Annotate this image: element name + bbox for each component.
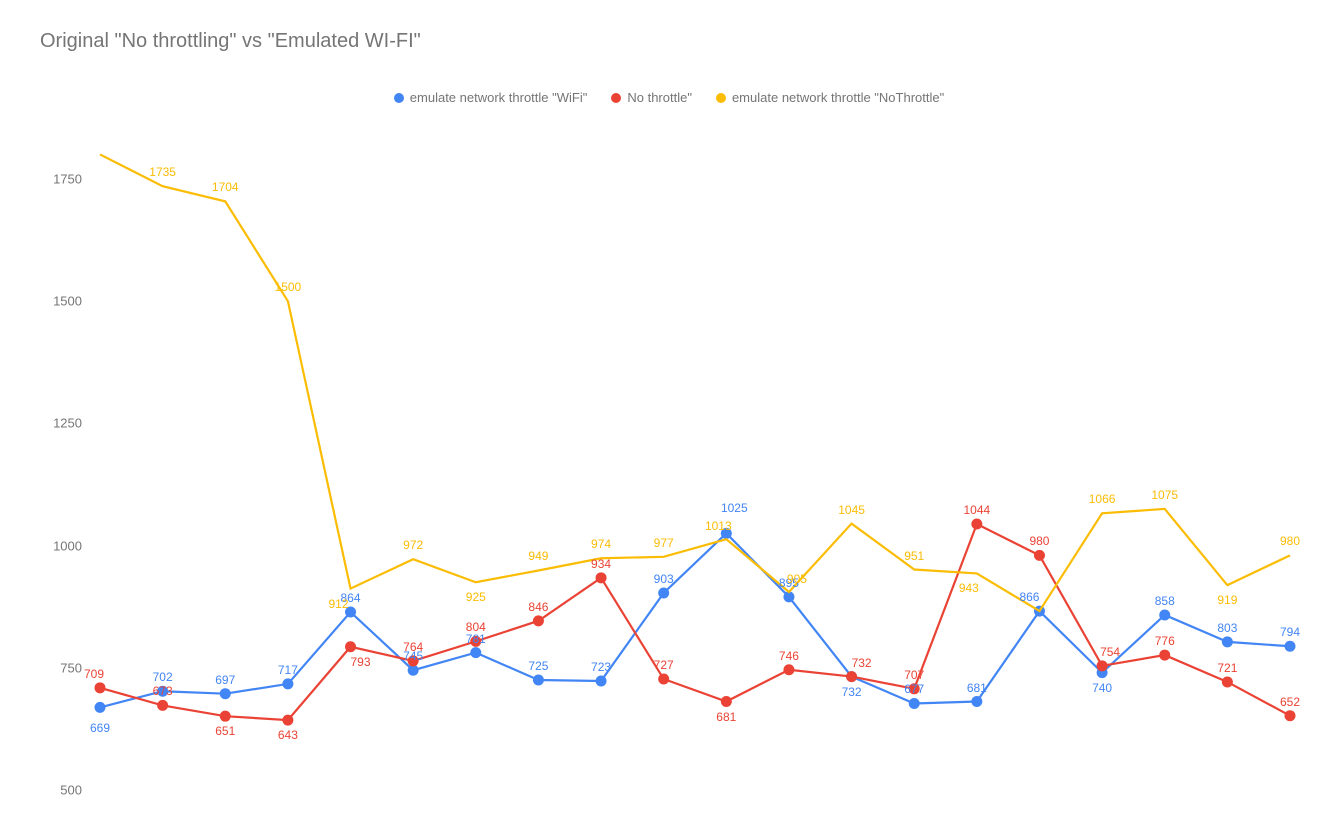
data-point[interactable]: [220, 688, 231, 699]
legend-label: No throttle": [627, 90, 692, 105]
data-point[interactable]: [909, 683, 920, 694]
data-point[interactable]: [408, 655, 419, 666]
legend-item[interactable]: emulate network throttle "WiFi": [394, 90, 588, 105]
series-line: [100, 524, 1290, 720]
data-point[interactable]: [470, 647, 481, 658]
legend-item[interactable]: emulate network throttle "NoThrottle": [716, 90, 944, 105]
data-point[interactable]: [909, 698, 920, 709]
y-tick-label: 500: [32, 783, 82, 798]
data-point[interactable]: [1222, 636, 1233, 647]
y-tick-label: 750: [32, 660, 82, 675]
data-point[interactable]: [157, 686, 168, 697]
data-point[interactable]: [783, 664, 794, 675]
data-point[interactable]: [1034, 550, 1045, 561]
data-point[interactable]: [596, 572, 607, 583]
data-point[interactable]: [971, 519, 982, 530]
data-point[interactable]: [345, 607, 356, 618]
data-point[interactable]: [157, 700, 168, 711]
data-point[interactable]: [1159, 650, 1170, 661]
legend-marker-icon: [716, 93, 726, 103]
chart-title: Original "No throttling" vs "Emulated WI…: [40, 30, 421, 53]
y-tick-label: 1750: [32, 171, 82, 186]
legend-item[interactable]: No throttle": [611, 90, 692, 105]
plot-area: [90, 130, 1300, 790]
data-point[interactable]: [971, 696, 982, 707]
chart-svg: [90, 130, 1300, 790]
y-tick-label: 1250: [32, 416, 82, 431]
data-point[interactable]: [220, 711, 231, 722]
data-point[interactable]: [1285, 710, 1296, 721]
legend-marker-icon: [611, 93, 621, 103]
data-point[interactable]: [1222, 676, 1233, 687]
data-point[interactable]: [95, 702, 106, 713]
data-point[interactable]: [533, 615, 544, 626]
data-point[interactable]: [721, 528, 732, 539]
y-tick-label: 1000: [32, 538, 82, 553]
data-point[interactable]: [1159, 609, 1170, 620]
data-point[interactable]: [95, 682, 106, 693]
chart-container: Original "No throttling" vs "Emulated WI…: [0, 0, 1338, 827]
data-point[interactable]: [846, 671, 857, 682]
legend-label: emulate network throttle "NoThrottle": [732, 90, 944, 105]
legend-label: emulate network throttle "WiFi": [410, 90, 588, 105]
y-tick-label: 1500: [32, 294, 82, 309]
data-point[interactable]: [533, 675, 544, 686]
data-point[interactable]: [1285, 641, 1296, 652]
data-point[interactable]: [658, 674, 669, 685]
data-point[interactable]: [721, 696, 732, 707]
data-point[interactable]: [345, 641, 356, 652]
data-point[interactable]: [282, 715, 293, 726]
legend-marker-icon: [394, 93, 404, 103]
data-point[interactable]: [1097, 660, 1108, 671]
data-point[interactable]: [658, 587, 669, 598]
chart-legend: emulate network throttle "WiFi" No thrott…: [0, 90, 1338, 106]
series-line: [100, 533, 1290, 707]
data-point[interactable]: [596, 675, 607, 686]
data-point[interactable]: [470, 636, 481, 647]
series-line: [100, 154, 1290, 611]
data-point[interactable]: [282, 678, 293, 689]
